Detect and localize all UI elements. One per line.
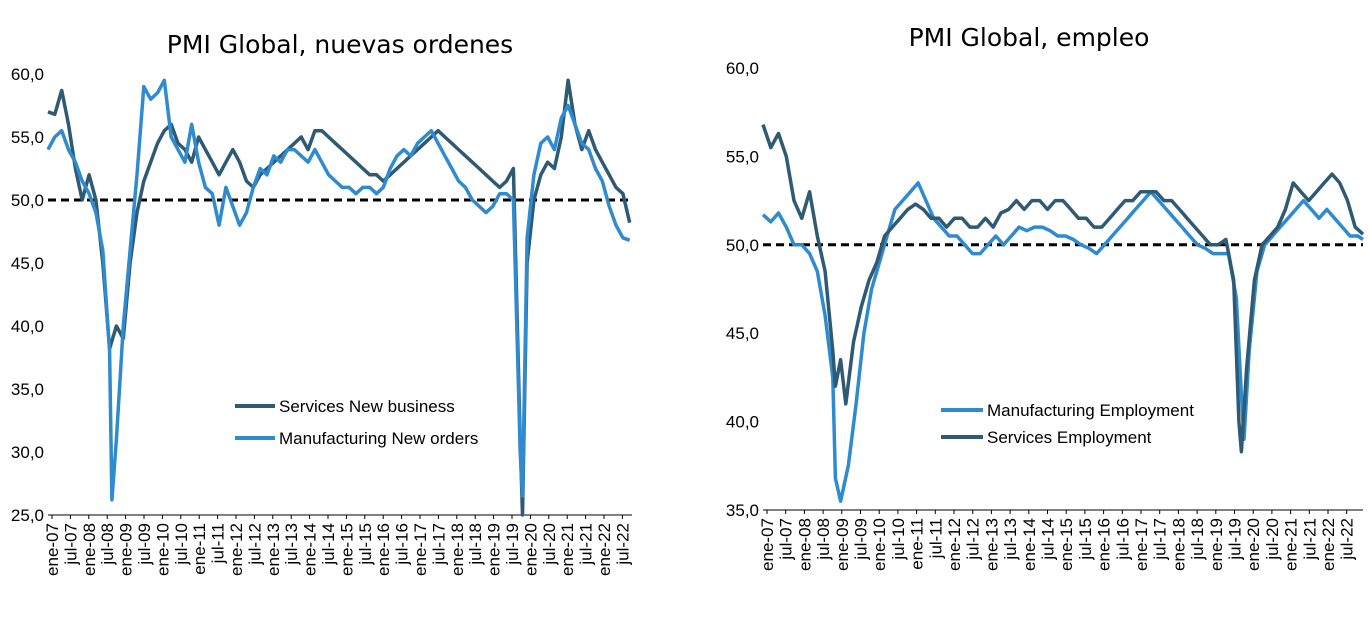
x-tick-label: jul-12 — [245, 523, 264, 566]
y-tick-label: 60,0 — [11, 65, 44, 84]
x-tick-label: jul-17 — [429, 523, 448, 566]
x-tick-label: ene-14 — [301, 523, 320, 576]
x-tick-label: ene-11 — [190, 523, 209, 575]
x-tick-label: jul-19 — [503, 523, 522, 566]
legend-label: Services Employment — [987, 428, 1152, 447]
x-tick-label: jul-14 — [319, 523, 338, 566]
x-tick-label: ene-09 — [833, 518, 852, 571]
x-tick-label: jul-10 — [889, 518, 908, 561]
series-line — [47, 78, 632, 517]
x-tick-label: ene-19 — [485, 523, 504, 576]
y-tick-label: 45,0 — [726, 324, 759, 343]
x-tick-label: ene-07 — [43, 523, 62, 576]
x-tick-label: ene-22 — [595, 523, 614, 576]
legend: Services New business Manufacturing New … — [235, 397, 478, 448]
chart-new-orders: PMI Global, nuevas ordenes 25,0 30,0 35,0 4… — [11, 30, 632, 576]
x-tick-label: ene-12 — [945, 518, 964, 571]
y-tick-label: 25,0 — [11, 506, 44, 525]
x-tick-label: jul-15 — [1076, 518, 1095, 561]
y-tick-label: 35,0 — [726, 501, 759, 520]
x-tick-label: ene-21 — [558, 523, 577, 576]
x-tick-label: jul-22 — [1338, 518, 1357, 561]
x-tick-label: ene-07 — [758, 518, 777, 571]
legend-label: Manufacturing Employment — [987, 401, 1194, 420]
x-tick-label: jul-13 — [1001, 518, 1020, 561]
x-tick-label: jul-07 — [777, 518, 796, 561]
x-tick-label: ene-16 — [374, 523, 393, 576]
x-tick-label: ene-20 — [1244, 518, 1263, 571]
x-tick-label: jul-09 — [135, 523, 154, 566]
legend-label: Manufacturing New orders — [279, 429, 478, 448]
x-tick-label: jul-12 — [964, 518, 983, 561]
x-tick-label: jul-13 — [282, 523, 301, 566]
y-tick-label: 50,0 — [11, 191, 44, 210]
y-tick-label: 35,0 — [11, 380, 44, 399]
x-tick-label: jul-22 — [613, 523, 632, 566]
x-tick-label: jul-20 — [540, 523, 559, 566]
x-tick-label: ene-19 — [1207, 518, 1226, 571]
x-tick-label: ene-16 — [1095, 518, 1114, 571]
y-tick-label: 40,0 — [726, 413, 759, 432]
x-tick-label: jul-19 — [1226, 518, 1245, 561]
x-tick-label: ene-09 — [117, 523, 136, 576]
x-tick-label: ene-15 — [337, 523, 356, 576]
x-tick-label: jul-15 — [356, 523, 375, 566]
x-tick-label: jul-08 — [814, 518, 833, 561]
x-tick-label: jul-16 — [393, 523, 412, 566]
x-tick-label: ene-13 — [264, 523, 283, 576]
y-tick-label: 50,0 — [726, 236, 759, 255]
y-tick-label: 40,0 — [11, 317, 44, 336]
x-tick-label: ene-15 — [1057, 518, 1076, 571]
x-tick-label: ene-14 — [1020, 518, 1039, 571]
x-tick-label: ene-11 — [908, 518, 927, 570]
x-tick-label: ene-18 — [448, 523, 467, 576]
series-line — [46, 78, 631, 502]
x-tick-label: jul-09 — [852, 518, 871, 561]
x-tick-label: jul-18 — [466, 523, 485, 566]
x-tick-label: ene-22 — [1319, 518, 1338, 571]
x-tick-label: jul-11 — [926, 518, 945, 559]
x-tick-label: ene-10 — [870, 518, 889, 571]
series-line — [761, 181, 1364, 503]
x-tick-label: jul-10 — [172, 523, 191, 566]
chart-title: PMI Global, empleo — [909, 23, 1150, 52]
x-tick-label: jul-18 — [1188, 518, 1207, 561]
x-tick-label: ene-10 — [153, 523, 172, 576]
chart-employment: PMI Global, empleo 35,0 40,0 45,0 50,0 55,0 6… — [726, 23, 1365, 571]
series-line — [761, 124, 1365, 454]
x-tick-label: ene-18 — [1169, 518, 1188, 571]
x-tick-label: ene-21 — [1282, 518, 1301, 571]
x-tick-label: ene-08 — [795, 518, 814, 571]
x-tick-label: ene-12 — [227, 523, 246, 576]
x-tick-label: jul-11 — [209, 523, 228, 564]
x-tick-label: jul-16 — [1113, 518, 1132, 561]
y-tick-label: 55,0 — [11, 128, 44, 147]
y-tick-label: 30,0 — [11, 443, 44, 462]
y-tick-label: 55,0 — [726, 147, 759, 166]
x-tick-label: jul-21 — [1300, 518, 1319, 561]
x-tick-label: jul-14 — [1039, 518, 1058, 561]
y-tick-label: 60,0 — [726, 59, 759, 78]
x-tick-label: jul-20 — [1263, 518, 1282, 561]
x-tick-label: ene-17 — [1132, 518, 1151, 571]
x-tick-label: jul-08 — [98, 523, 117, 566]
chart-panel-employment: PMI Global, empleo 35,0 40,0 45,0 50,0 55,0 6… — [685, 0, 1370, 630]
y-tick-label: 45,0 — [11, 254, 44, 273]
x-tick-label: ene-17 — [411, 523, 430, 576]
chart-panel-new-orders: PMI Global, nuevas ordenes 25,0 30,0 35,0 4… — [11, 30, 632, 576]
legend: Manufacturing Employment Services Employ… — [941, 401, 1194, 447]
x-tick-label: ene-13 — [982, 518, 1001, 571]
x-tick-label: ene-20 — [521, 523, 540, 576]
x-tick-label: jul-21 — [577, 523, 596, 566]
chart-title: PMI Global, nuevas ordenes — [167, 30, 513, 59]
x-tick-label: jul-17 — [1151, 518, 1170, 561]
legend-label: Services New business — [279, 397, 455, 416]
x-tick-label: ene-08 — [80, 523, 99, 576]
x-tick-label: jul-07 — [61, 523, 80, 566]
